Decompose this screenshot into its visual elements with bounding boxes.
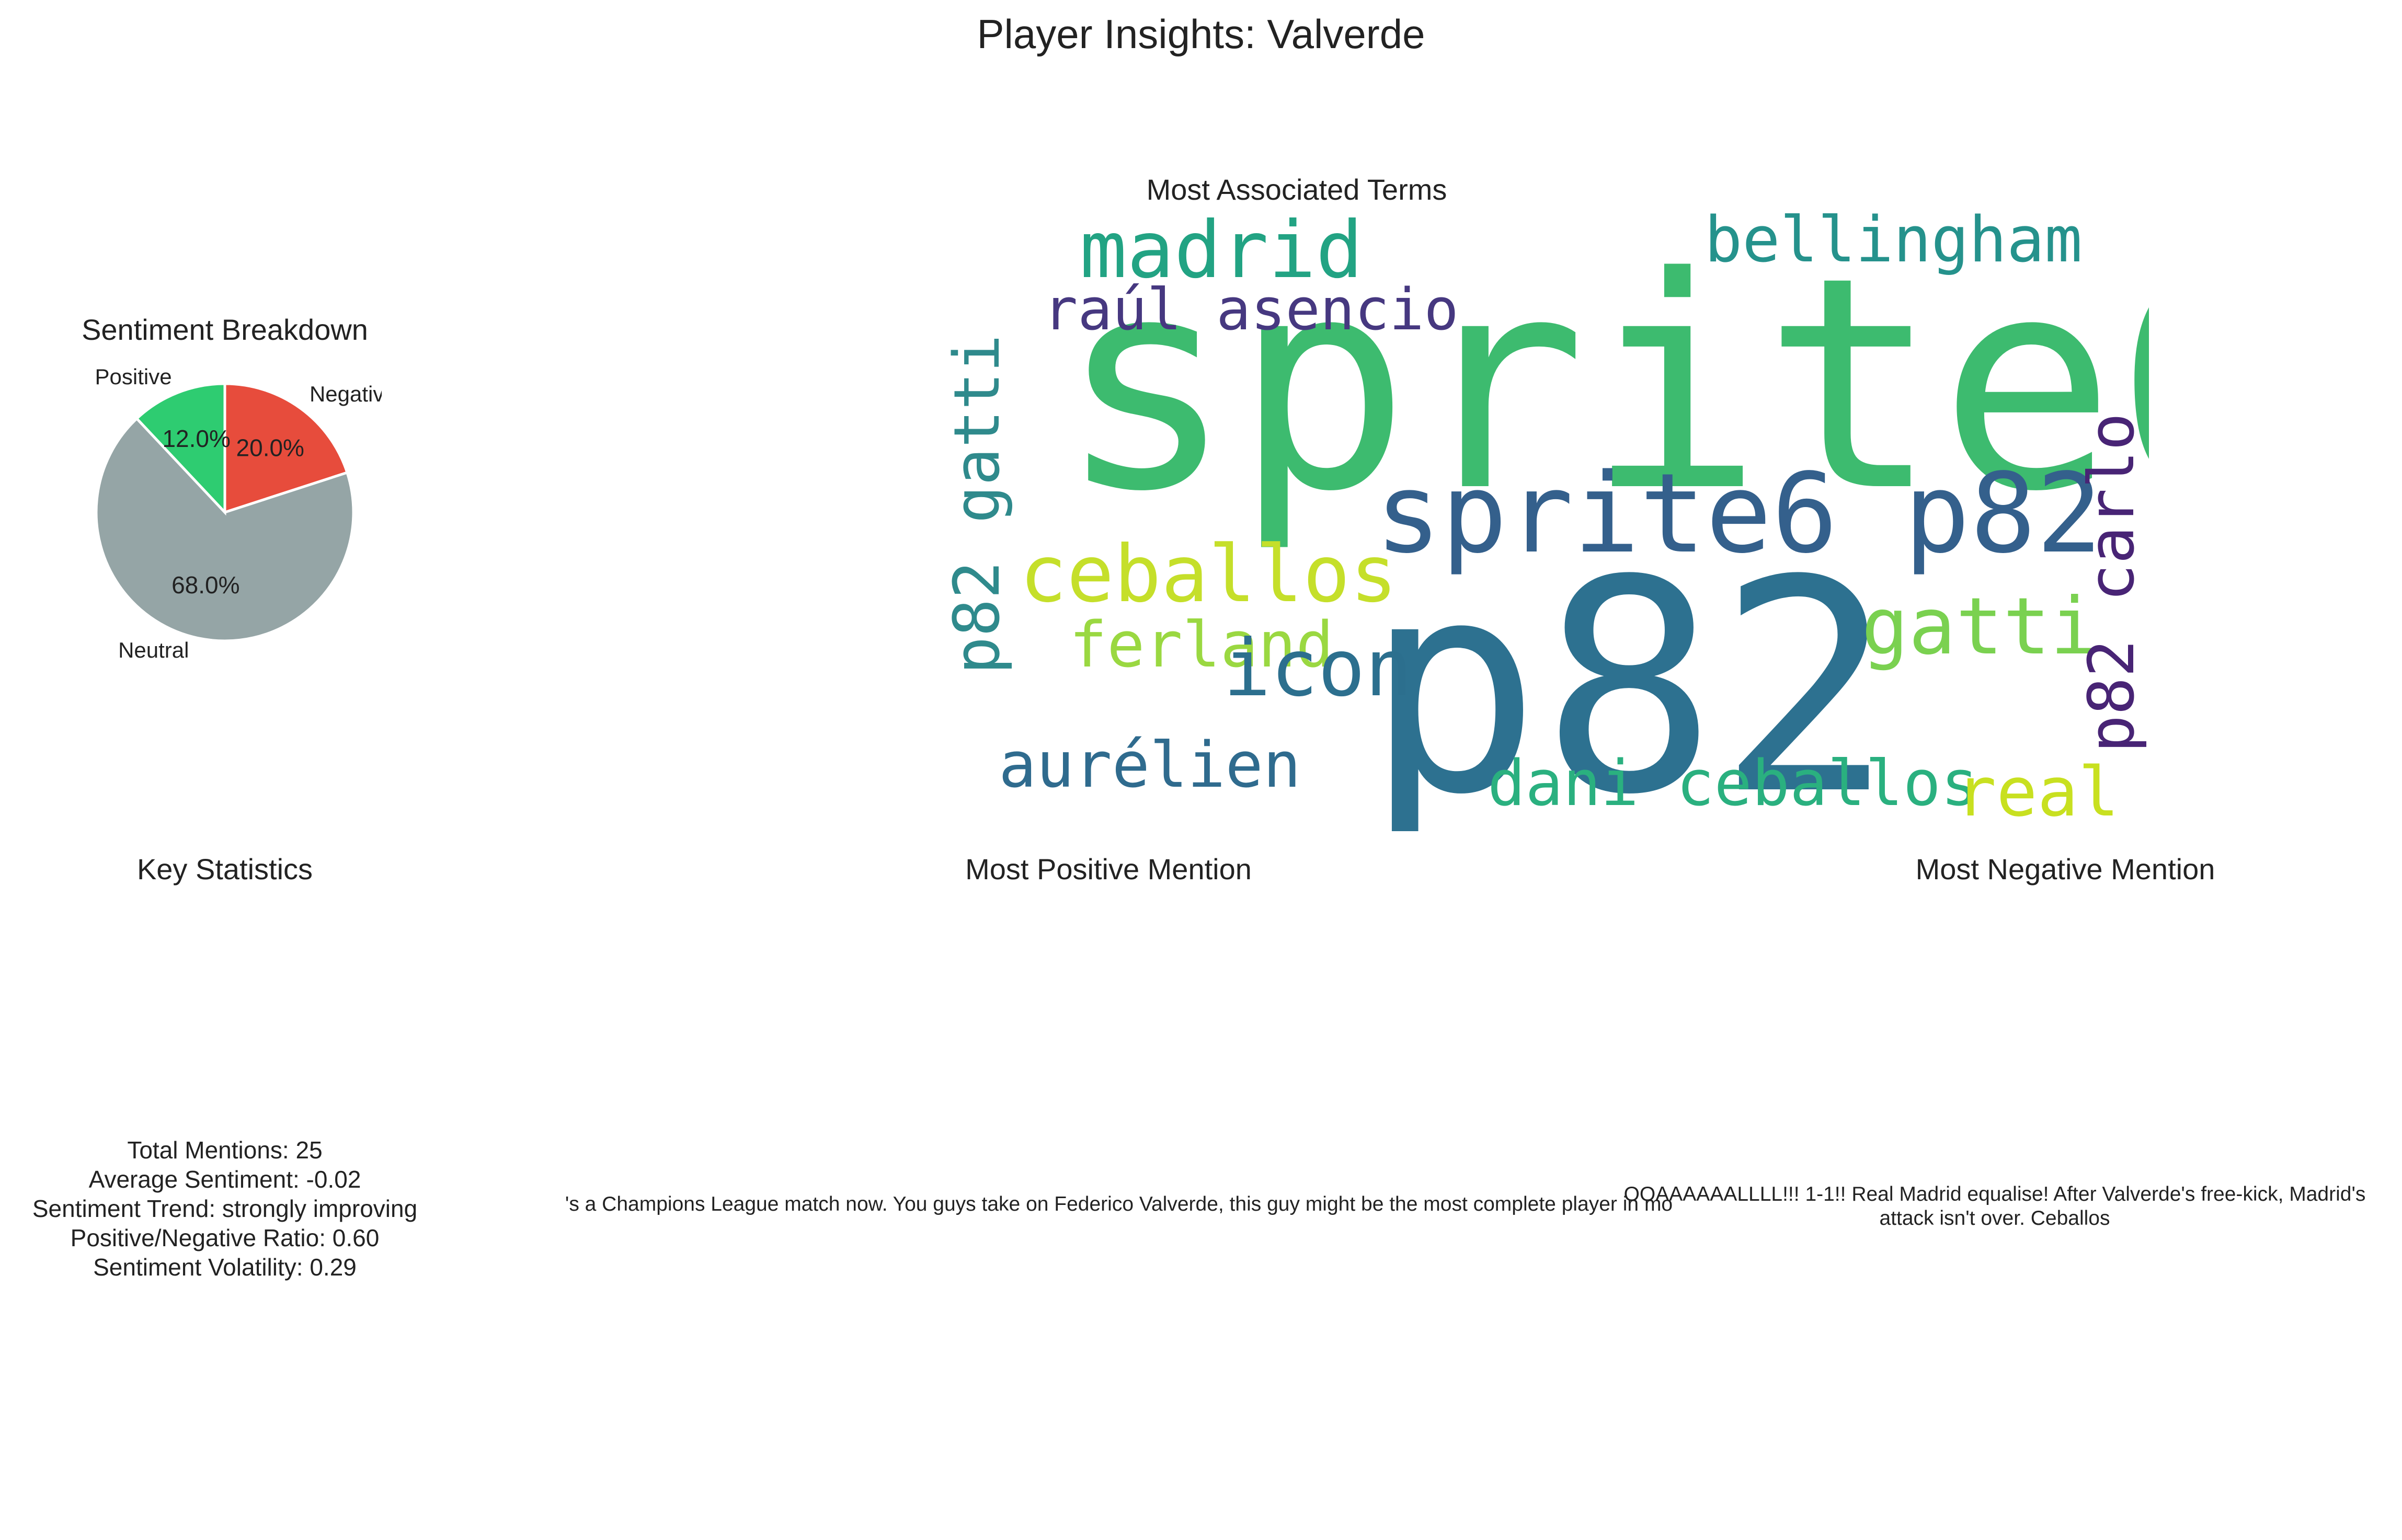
wordcloud-word-p82-carlo: p82 carlo [2076, 413, 2148, 753]
word-cloud: sprite6p82sprite6 p82 madrid bellingham raú… [941, 204, 2149, 831]
positive-mention-title: Most Positive Mention [965, 853, 1252, 886]
wordcloud-word-raúl-asencio: raúl asencio [1043, 276, 1459, 343]
pie-label-positive: Positive [95, 364, 172, 389]
wordcloud-word-sprite6-p82: sprite6 p82 [1375, 450, 2102, 578]
wordcloud-word-sprite6: sprite6 [1058, 215, 2149, 556]
key-statistics-block: Total Mentions: 25 Average Sentiment: -0… [0, 1135, 450, 1282]
wordcloud-word-icon: icon [1223, 623, 1412, 714]
wordcloud-word-dani-ceballos: dani ceballos [1488, 748, 1978, 820]
pie-label-negative: Negative [310, 382, 382, 406]
pie-label-neutral: Neutral [118, 638, 189, 662]
negative-mention-title: Most Negative Mention [1915, 853, 2215, 886]
stat-sentiment-volatility: Sentiment Volatility: 0.29 [93, 1254, 357, 1281]
wordcloud-word-p82-gatti: p82 gatti [941, 335, 1014, 674]
wordcloud-word-real: real [1955, 752, 2119, 831]
stat-sentiment-trend: Sentiment Trend: strongly improving [32, 1195, 418, 1222]
wordcloud-word-aurélien: aurélien [999, 729, 1301, 802]
wordcloud-word-p82: p82 [1365, 518, 1893, 831]
negative-mention-line-1: OOAAAAAALLLL!!! 1-1!! Real Madrid equali… [1623, 1183, 2366, 1205]
pie-slice-neutral [95, 417, 355, 642]
wordcloud-word-ceballos: ceballos [1020, 529, 1397, 620]
negative-mention-line-2: attack isn't over. Ceballos [1879, 1207, 2110, 1229]
wordcloud-word-ferland: ferland [1069, 609, 1334, 682]
pie-percent-neutral: 68.0% [171, 571, 239, 599]
stat-pos-neg-ratio: Positive/Negative Ratio: 0.60 [70, 1224, 380, 1251]
wordcloud-word-madrid: madrid [1080, 205, 1363, 296]
pie-percent-negative: 20.0% [236, 434, 304, 462]
pie-slice-negative [223, 382, 349, 514]
pie-chart-title: Sentiment Breakdown [82, 313, 368, 346]
wordcloud-word-gatti: gatti [1861, 581, 2098, 672]
pie-slice-positive [135, 382, 226, 516]
key-statistics-title: Key Statistics [136, 853, 313, 886]
stat-total-mentions: Total Mentions: 25 [127, 1136, 323, 1164]
negative-mention-text: OOAAAAAALLLL!!! 1-1!! Real Madrid equali… [1584, 1182, 2402, 1231]
wordcloud-title: Most Associated Terms [1146, 173, 1447, 206]
wordcloud-word-bellingham: bellingham [1705, 204, 2082, 277]
stat-average-sentiment: Average Sentiment: -0.02 [88, 1166, 361, 1193]
sentiment-pie-chart: 20.0% Negative 68.0% Neutral 12.0% Positive [95, 364, 382, 662]
positive-mention-text: 's a Champions League match now. You guy… [565, 1193, 1673, 1215]
page-title: Player Insights: Valverde [977, 11, 1425, 57]
pie-percent-positive: 12.0% [162, 425, 230, 452]
